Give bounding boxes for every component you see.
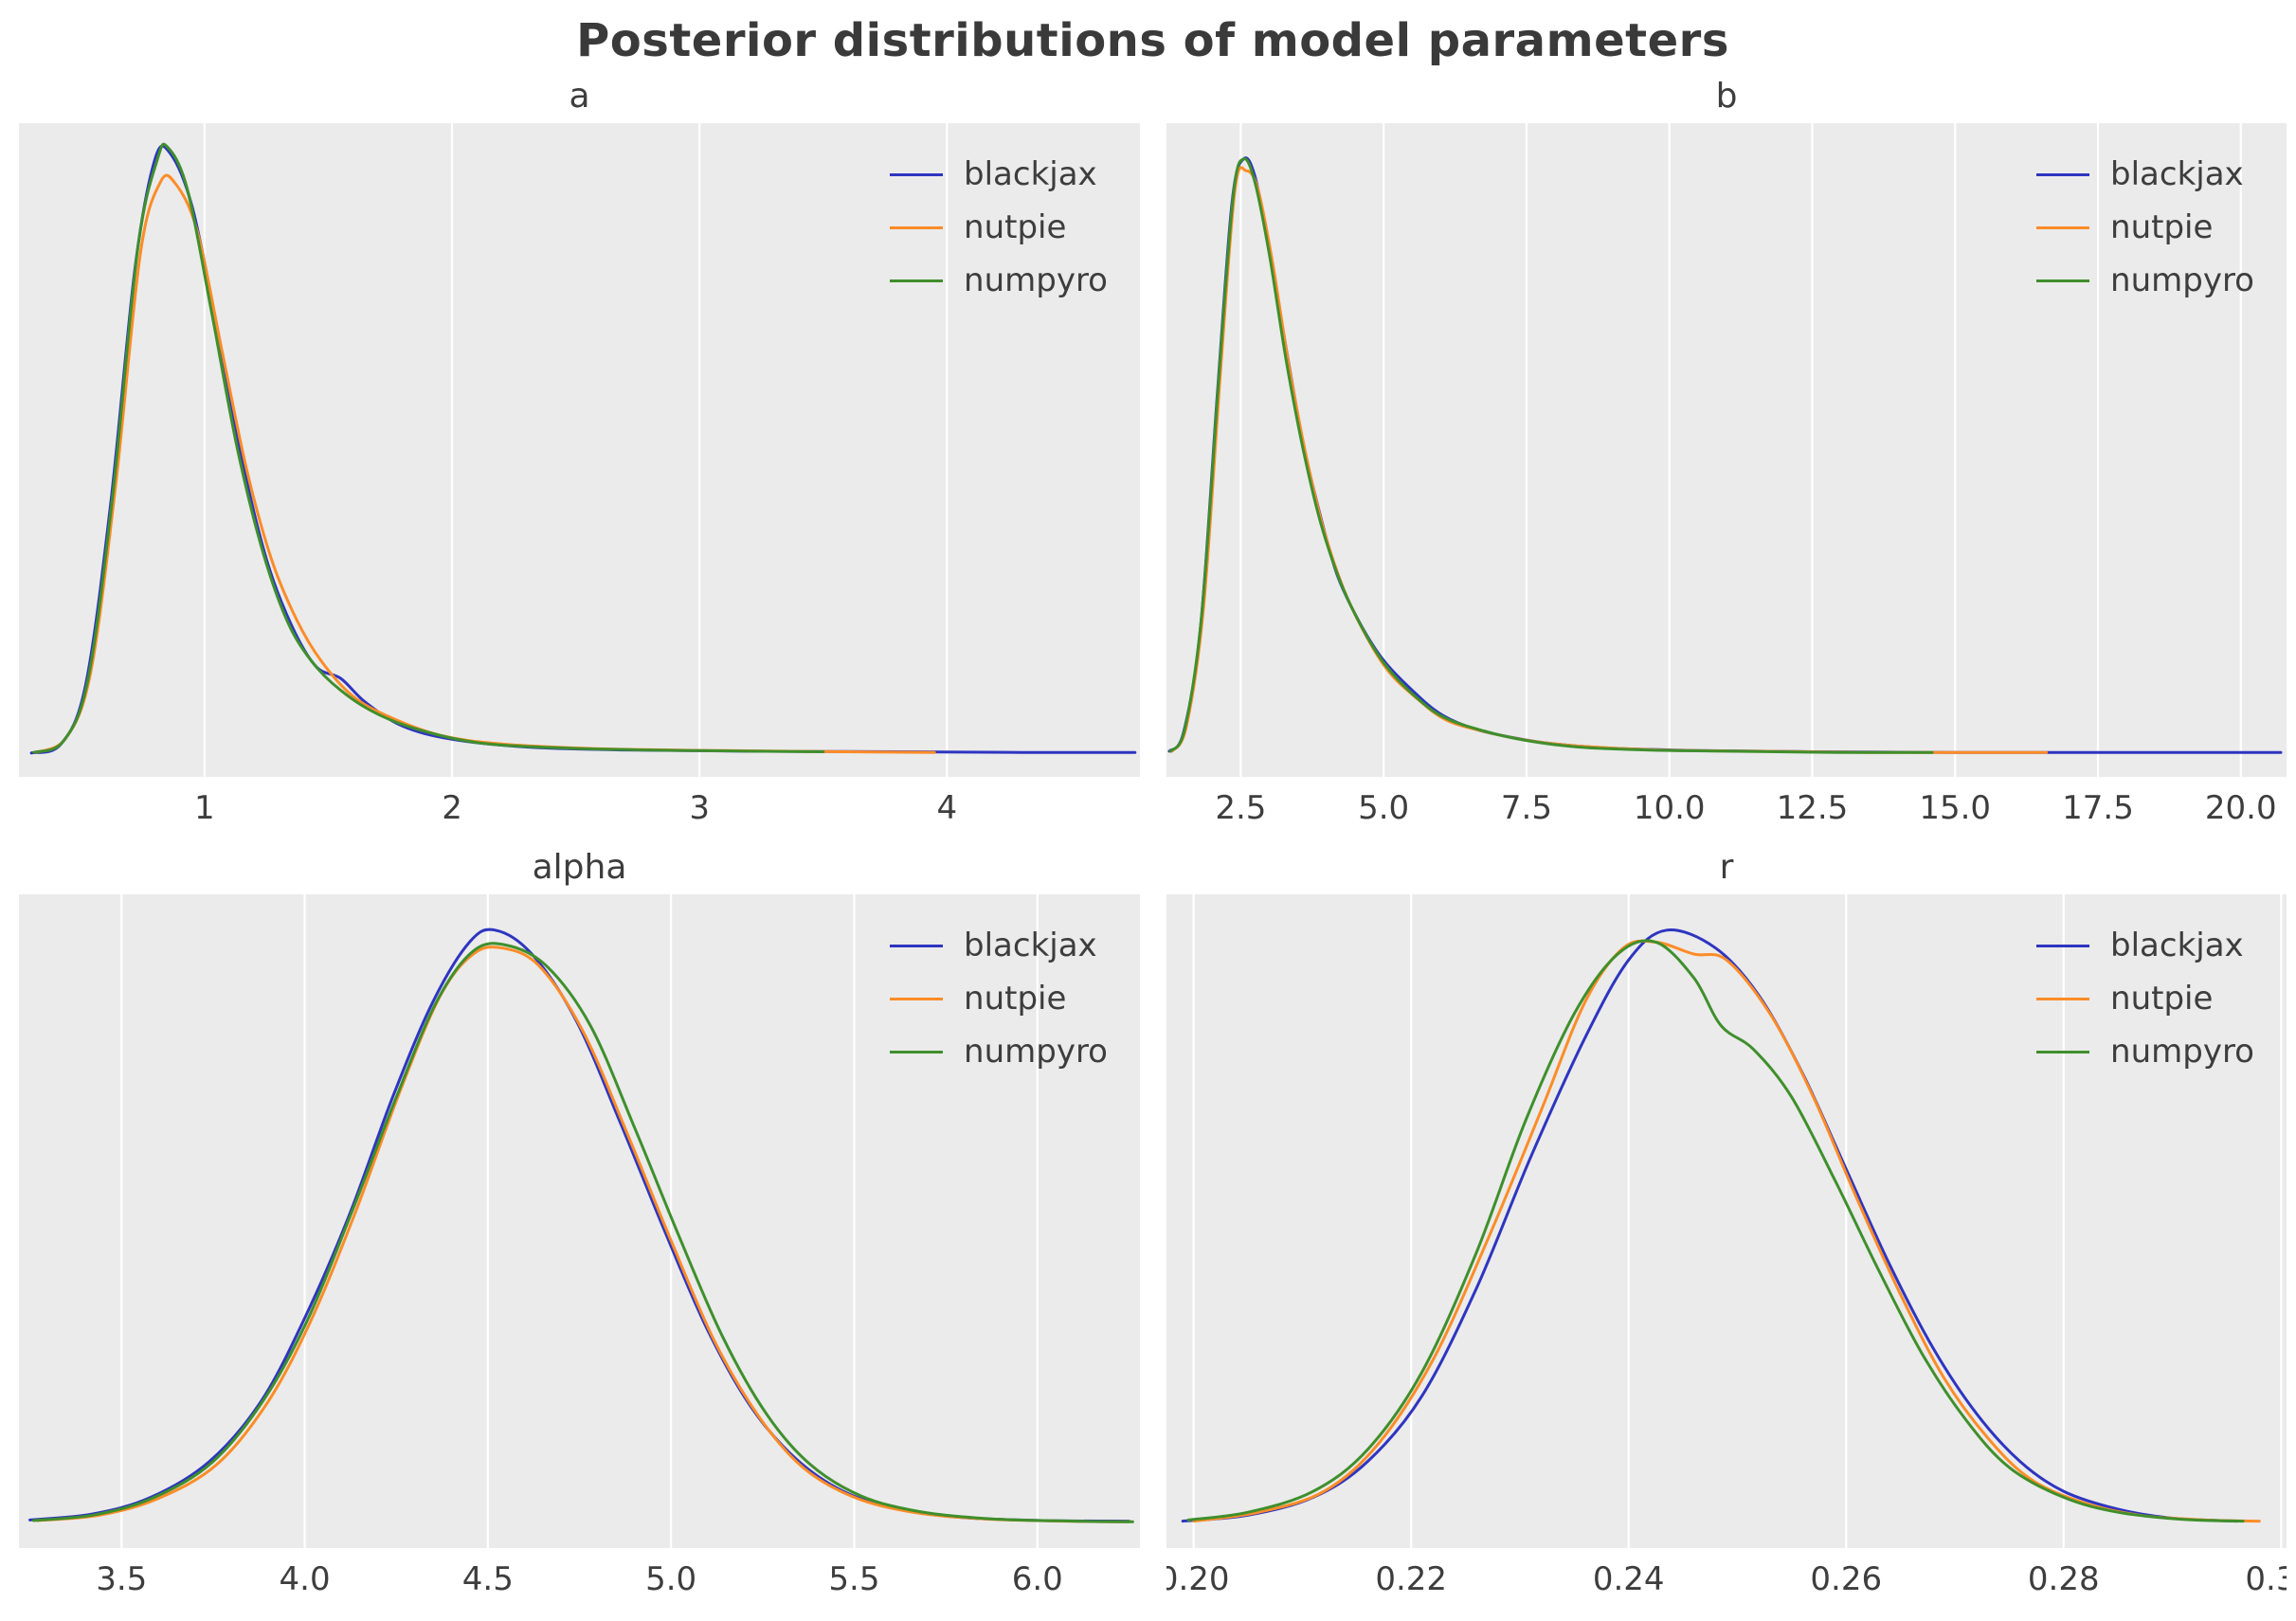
- legend-line-blackjax-icon: [890, 172, 944, 176]
- legend-label-nutpie: nutpie: [964, 208, 1067, 246]
- legend-label-blackjax: blackjax: [964, 927, 1097, 964]
- legend-label-nutpie: nutpie: [964, 980, 1067, 1018]
- legend-line-nutpie-icon: [2036, 225, 2090, 229]
- x-tick-label: 0.20: [1166, 1560, 1230, 1598]
- x-tick-label: 0.28: [2028, 1560, 2100, 1598]
- kde-line-numpyro: [1168, 157, 1934, 754]
- x-tick-label: 20.0: [2205, 789, 2277, 827]
- x-tick-label: 5.5: [828, 1560, 879, 1598]
- subplot-b-plot-wrap: 2.5 5.0 7.5 10.0 12.5 15.0 17.5 20.0 blackjax n…: [1166, 123, 2287, 832]
- x-tick-label: 2: [442, 789, 462, 827]
- legend-line-numpyro-icon: [2036, 279, 2090, 282]
- legend-line-nutpie-icon: [890, 997, 944, 1000]
- subplot-a-legend: blackjax nutpie numpyro: [890, 148, 1108, 307]
- subplot-b-title: b: [1715, 77, 1738, 116]
- subplot-a-plot-wrap: 1 2 3 4 blackjax nutpie numpyro: [19, 123, 1140, 832]
- legend-label-nutpie: nutpie: [2110, 980, 2214, 1018]
- legend-label-blackjax: blackjax: [964, 155, 1097, 193]
- kde-line-numpyro: [1186, 939, 2245, 1523]
- legend-item-nutpie: nutpie: [2036, 201, 2254, 254]
- legend-label-numpyro: numpyro: [964, 261, 1108, 299]
- legend-line-numpyro-icon: [890, 1050, 944, 1054]
- legend-item-blackjax: blackjax: [890, 919, 1108, 972]
- x-tick-label: 0.24: [1593, 1560, 1665, 1598]
- subplot-alpha-plot-wrap: 3.5 4.0 4.5 5.0 5.5 6.0 blackjax nutpie numpy…: [19, 894, 1140, 1603]
- x-tick-label: 1: [194, 789, 215, 827]
- subplot-r-plot-wrap: 0.20 0.22 0.24 0.26 0.28 0.30 blackjax nutpie…: [1166, 894, 2287, 1603]
- x-tick-label: 6.0: [1012, 1560, 1063, 1598]
- legend-line-nutpie-icon: [2036, 997, 2090, 1000]
- legend-label-nutpie: nutpie: [2110, 208, 2214, 246]
- legend-label-blackjax: blackjax: [2110, 155, 2244, 193]
- x-tick-label: 7.5: [1501, 789, 1552, 827]
- legend-item-blackjax: blackjax: [890, 148, 1108, 201]
- plot-background: [1166, 123, 2287, 777]
- x-tick-label: 12.5: [1777, 789, 1849, 827]
- x-tick-label: 5.0: [1358, 789, 1409, 827]
- plot-background: [19, 894, 1140, 1548]
- x-tick-label: 10.0: [1634, 789, 1706, 827]
- subplot-alpha: alpha 3.5 4.0 4.5 5.0 5.5 6.0 blackjax nutpie…: [19, 847, 1140, 1603]
- kde-line-numpyro: [32, 942, 1134, 1523]
- x-tick-label: 5.0: [645, 1560, 696, 1598]
- x-tick-label: 3: [689, 789, 710, 827]
- subplot-b: b 2.5 5.0 7.5 10.0 12.5 15.0 17.5 20.0 blackjax…: [1166, 76, 2287, 832]
- kde-line-nutpie: [35, 946, 1130, 1523]
- legend-label-numpyro: numpyro: [964, 1033, 1108, 1071]
- subplot-b-plot-area: 2.5 5.0 7.5 10.0 12.5 15.0 17.5 20.0: [1166, 123, 2287, 827]
- x-tick-label: 17.5: [2062, 789, 2134, 827]
- subplot-r: r 0.20 0.22 0.24 0.26 0.28 0.30 blackjax nutp…: [1166, 847, 2287, 1603]
- subplot-r-title: r: [1719, 848, 1734, 887]
- plot-background: [1166, 894, 2287, 1548]
- legend-item-numpyro: numpyro: [2036, 254, 2254, 307]
- x-tick-label: 4.0: [280, 1560, 331, 1598]
- x-tick-label: 0.26: [1810, 1560, 1882, 1598]
- legend-line-blackjax-icon: [890, 944, 944, 947]
- subplot-r-legend: blackjax nutpie numpyro: [2036, 919, 2254, 1078]
- legend-item-blackjax: blackjax: [2036, 919, 2254, 972]
- legend-line-blackjax-icon: [2036, 172, 2090, 176]
- kde-line-blackjax: [1181, 928, 2239, 1523]
- x-tick-label: 0.30: [2245, 1560, 2287, 1598]
- x-tick-label: 15.0: [1919, 789, 1991, 827]
- subplot-a-title: a: [569, 77, 590, 116]
- legend-item-numpyro: numpyro: [890, 254, 1108, 307]
- legend-line-numpyro-icon: [890, 279, 944, 282]
- kde-line-nutpie: [1192, 939, 2261, 1523]
- legend-line-numpyro-icon: [2036, 1050, 2090, 1054]
- legend-item-numpyro: numpyro: [2036, 1025, 2254, 1078]
- subplot-a-plot-area: 1 2 3 4: [19, 123, 1140, 827]
- legend-item-nutpie: nutpie: [890, 972, 1108, 1025]
- subplot-grid: a 1 2 3 4 blackjax nutpie numpyro: [19, 76, 2287, 1603]
- subplot-alpha-legend: blackjax nutpie numpyro: [890, 919, 1108, 1078]
- x-tick-label: 0.22: [1375, 1560, 1447, 1598]
- legend-item-nutpie: nutpie: [2036, 972, 2254, 1025]
- subplot-a: a 1 2 3 4 blackjax nutpie numpyro: [19, 76, 1140, 832]
- subplot-alpha-plot-area: 3.5 4.0 4.5 5.0 5.5 6.0: [19, 894, 1140, 1598]
- legend-item-nutpie: nutpie: [890, 201, 1108, 254]
- legend-label-numpyro: numpyro: [2110, 1033, 2254, 1071]
- figure-title: Posterior distributions of model paramet…: [576, 14, 1729, 67]
- kde-line-numpyro: [32, 142, 825, 754]
- legend-label-blackjax: blackjax: [2110, 927, 2244, 964]
- subplot-r-plot-area: 0.20 0.22 0.24 0.26 0.28 0.30: [1166, 894, 2287, 1598]
- legend-line-nutpie-icon: [890, 225, 944, 229]
- subplot-b-legend: blackjax nutpie numpyro: [2036, 148, 2254, 307]
- legend-label-numpyro: numpyro: [2110, 261, 2254, 299]
- x-tick-label: 4: [936, 789, 957, 827]
- legend-item-numpyro: numpyro: [890, 1025, 1108, 1078]
- x-tick-label: 3.5: [96, 1560, 147, 1598]
- legend-line-blackjax-icon: [2036, 944, 2090, 947]
- legend-item-blackjax: blackjax: [2036, 148, 2254, 201]
- plot-background: [19, 123, 1140, 777]
- x-tick-label: 4.5: [462, 1560, 514, 1598]
- x-tick-label: 2.5: [1215, 789, 1266, 827]
- subplot-alpha-title: alpha: [532, 848, 627, 887]
